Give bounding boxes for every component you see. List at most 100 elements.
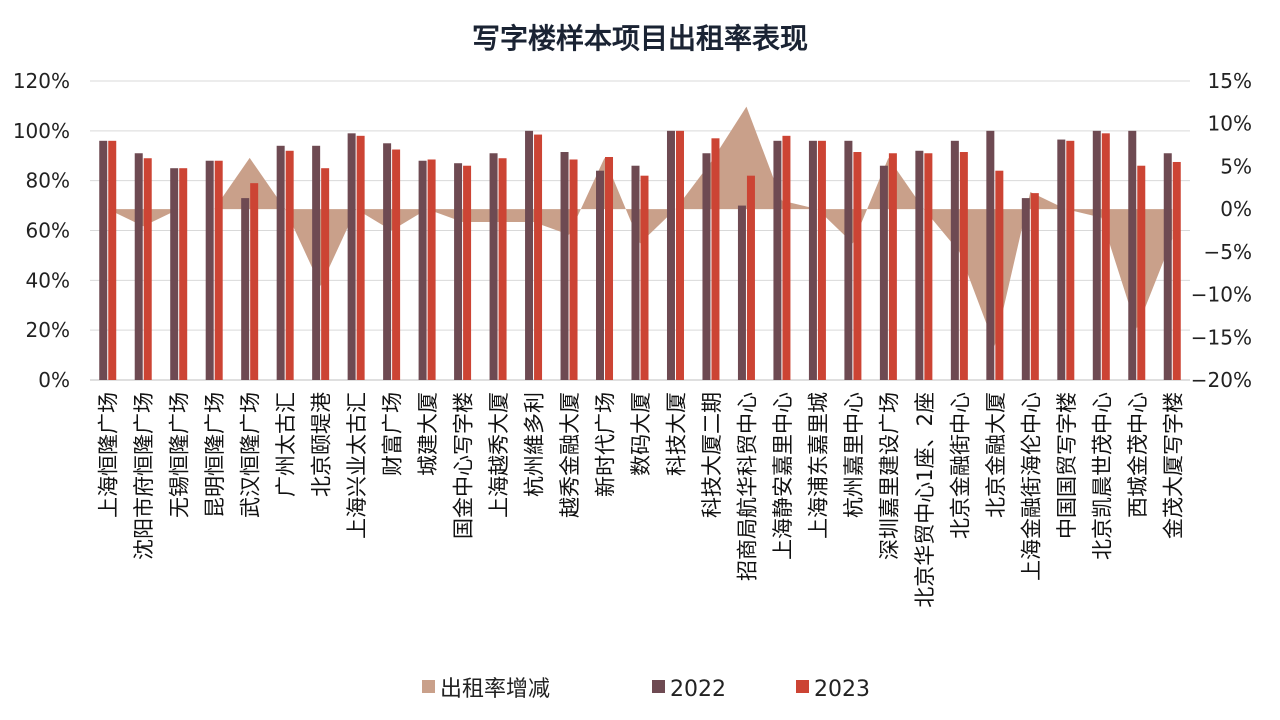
bar-2022 [986,130,995,380]
bar-2022 [631,165,640,380]
category-axis: 上海恒隆广场 沈阳市府恒隆广场 无锡恒隆广场 昆明恒隆广场 武汉恒隆广场 广州太古汇 北京颐… [97,392,1186,608]
left-tick-label: 80% [26,169,70,193]
bar-2023 [959,152,968,380]
bar-2022 [205,160,214,380]
left-tick-label: 20% [26,318,70,342]
bar-2022 [1163,153,1172,380]
bar-2022 [844,140,853,380]
category-label: 北京金融大厦 [984,392,1008,518]
bar-2022 [950,140,959,380]
bar-2022 [525,130,534,380]
bar-2023 [143,158,152,380]
category-label: 城建大厦 [416,392,440,476]
bar-2022 [276,145,285,380]
right-tick-label: −20% [1191,368,1252,392]
category-label: 越秀金融大厦 [558,392,582,518]
category-label: 北京凯晨世茂中心 [1090,392,1114,560]
bar-2022 [879,165,888,380]
bar-2022 [489,153,498,380]
category-label: 国金中心写字楼 [452,392,476,539]
bar-2022 [134,153,143,380]
legend-label: 出租率增减 [440,677,550,702]
bar-2022 [1092,130,1101,380]
bar-2023 [888,153,897,380]
legend-label: 2022 [670,677,726,702]
legend-swatch [422,680,435,693]
category-label: 上海兴业太古汇 [345,392,369,539]
bar-2023 [356,135,365,380]
category-label: 北京颐堤港 [310,392,334,497]
category-label: 北京金融街中心 [948,392,972,539]
bar-series-layer [99,130,1181,380]
legend-swatch [652,680,665,693]
bar-2022 [454,163,463,380]
bar-2023 [1137,165,1146,380]
right-tick-label: 5% [1220,154,1252,178]
category-label: 新时代广场 [594,392,618,497]
category-label: 北京华贸中心1座、2座 [913,392,937,608]
bar-2023 [746,175,755,380]
bar-2022 [560,152,569,380]
bar-2023 [924,153,933,380]
category-label: 财富广场 [381,392,405,476]
bar-2023 [569,159,578,380]
bar-2023 [1030,193,1039,380]
legend-swatch [796,680,809,693]
category-label: 上海静安嘉里中心 [771,392,795,560]
bar-2023 [498,158,507,380]
category-label: 昆明恒隆广场 [203,392,227,518]
area-series-layer [107,106,1173,346]
left-tick-label: 100% [13,119,70,143]
category-label: 武汉恒隆广场 [239,392,263,518]
bar-2023 [214,160,223,380]
bar-2022 [666,130,675,380]
bar-2023 [1066,140,1075,380]
left-tick-label: 0% [38,368,70,392]
bar-2023 [463,165,472,380]
category-label: 上海浦东嘉里城 [806,392,830,539]
category-label: 杭州嘉里中心 [842,392,866,518]
category-label: 上海恒隆广场 [97,392,121,518]
bar-2022 [915,150,924,380]
category-label: 西城金茂中心 [1126,392,1150,518]
bar-2023 [250,183,259,380]
bar-2023 [853,152,862,380]
bar-2022 [99,140,108,380]
category-label: 沈阳市府恒隆广场 [132,392,156,560]
area-series-change [107,106,1173,346]
bar-2022 [1128,130,1137,380]
bar-2022 [241,198,250,380]
bar-2023 [392,149,401,380]
bar-2023 [995,170,1004,380]
category-label: 科技大厦二期 [700,392,724,518]
bar-2023 [321,168,330,380]
bar-2023 [640,175,649,380]
category-label: 科技大厦 [664,392,688,476]
bar-2023 [285,150,294,380]
right-axis: −20% −15% −10% −5% 0% 5% 10% 15% [1191,69,1252,392]
bar-2022 [418,160,427,380]
left-tick-label: 60% [26,219,70,243]
gridlines [90,80,1190,381]
left-tick-label: 120% [13,69,70,93]
bar-2022 [773,140,782,380]
category-label: 广州太古汇 [274,392,298,497]
bar-2022 [383,143,392,380]
bar-2023 [534,134,543,380]
category-label: 招商局航华科贸中心 [735,392,759,581]
bar-2023 [179,168,188,380]
category-label: 无锡恒隆广场 [168,392,192,518]
left-axis: 0% 20% 40% 60% 80% 100% 120% [13,69,70,392]
right-tick-label: 0% [1220,197,1252,221]
bar-2022 [702,153,711,380]
bar-2022 [808,140,817,380]
category-label: 数码大厦 [629,392,653,476]
bar-2023 [817,140,826,380]
category-label: 上海金融街海伦中心 [1019,392,1043,581]
bar-2022 [1021,198,1030,380]
legend: 出租率增减 2022 2023 [422,677,870,702]
category-label: 杭州維多利 [523,392,547,497]
bar-2022 [312,145,321,380]
bar-2023 [605,156,614,380]
